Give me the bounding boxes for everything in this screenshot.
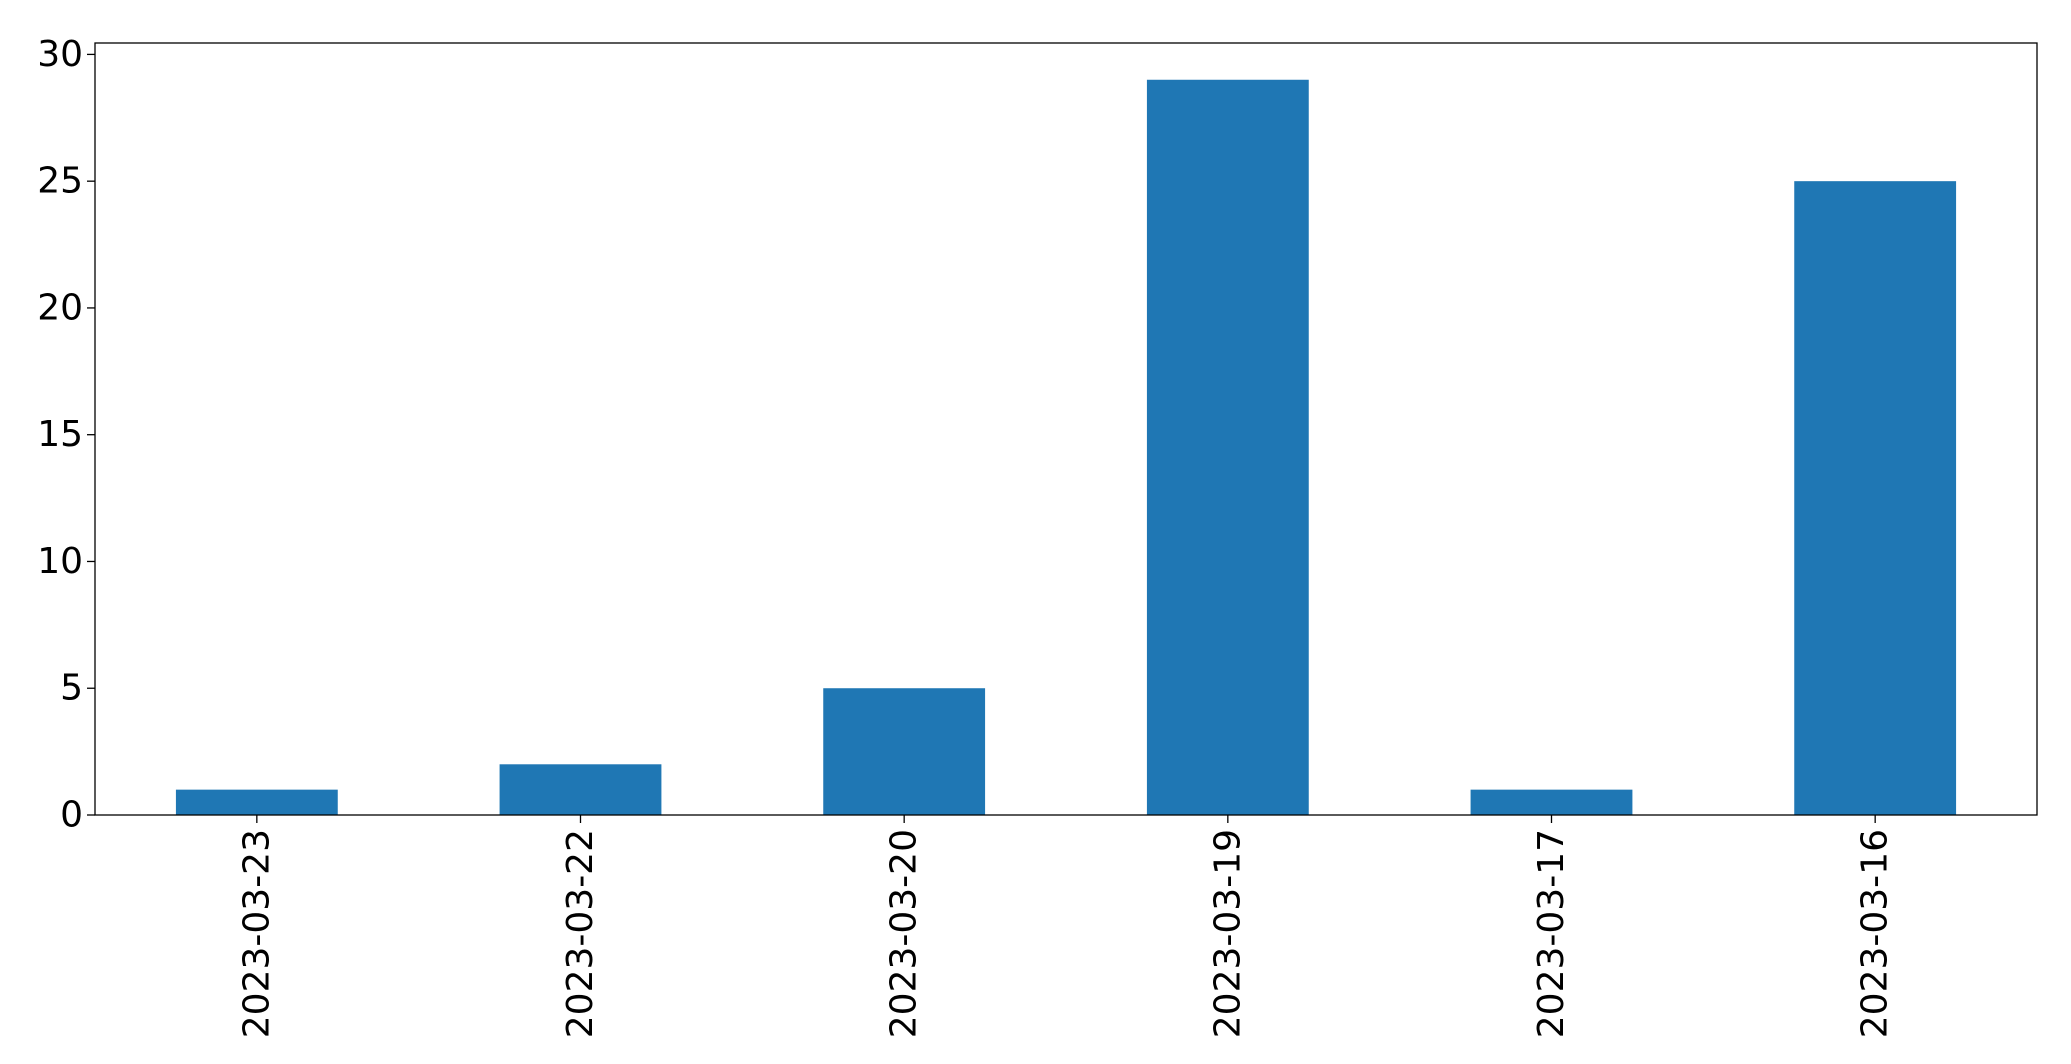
x-tick-label: 2023-03-17 [1531, 829, 1572, 1038]
bar-2023-03-19 [1146, 79, 1309, 815]
y-tick-label: 10 [37, 541, 83, 582]
y-tick-label: 30 [37, 34, 83, 75]
x-tick-label: 2023-03-19 [1207, 829, 1248, 1038]
x-tick-label: 2023-03-20 [884, 829, 925, 1038]
bar-2023-03-23 [175, 789, 338, 815]
bar-2023-03-16 [1794, 181, 1957, 816]
axes-frame [94, 42, 2038, 816]
y-tick-label: 0 [60, 795, 83, 836]
y-tick-label: 20 [37, 287, 83, 328]
y-axis: 0 5 10 15 20 25 30 [37, 34, 95, 836]
x-tick-label: 2023-03-16 [1855, 829, 1896, 1038]
y-tick-label: 5 [60, 668, 83, 709]
x-tick-label: 2023-03-22 [560, 829, 601, 1038]
bars-layer [175, 79, 1957, 816]
bar-2023-03-17 [1470, 789, 1633, 815]
bar-2023-03-20 [823, 688, 986, 815]
y-tick-label: 25 [37, 161, 83, 202]
y-tick-label: 15 [37, 414, 83, 455]
x-axis: 2023-03-23 2023-03-22 2023-03-20 2023-03-19… [236, 815, 1896, 1038]
bar-2023-03-22 [499, 764, 662, 815]
x-tick-label: 2023-03-23 [236, 829, 277, 1038]
